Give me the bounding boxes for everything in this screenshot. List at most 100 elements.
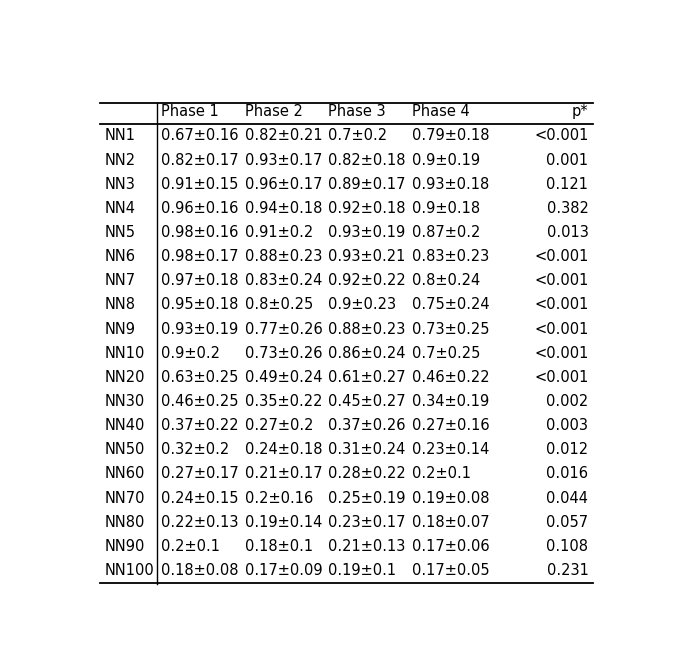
Text: NN2: NN2: [104, 153, 135, 168]
Text: 0.013: 0.013: [547, 225, 589, 240]
Text: NN100: NN100: [104, 563, 154, 578]
Text: 0.93±0.17: 0.93±0.17: [245, 153, 322, 168]
Text: 0.21±0.13: 0.21±0.13: [329, 539, 406, 554]
Text: 0.87±0.2: 0.87±0.2: [412, 225, 481, 240]
Text: 0.73±0.26: 0.73±0.26: [245, 346, 322, 360]
Text: NN70: NN70: [104, 490, 145, 506]
Text: 0.49±0.24: 0.49±0.24: [245, 370, 322, 385]
Text: 0.9±0.19: 0.9±0.19: [412, 153, 481, 168]
Text: NN90: NN90: [104, 539, 145, 554]
Text: <0.001: <0.001: [534, 370, 589, 385]
Text: 0.82±0.18: 0.82±0.18: [329, 153, 406, 168]
Text: 0.61±0.27: 0.61±0.27: [329, 370, 406, 385]
Text: 0.94±0.18: 0.94±0.18: [245, 201, 322, 216]
Text: 0.2±0.1: 0.2±0.1: [161, 539, 220, 554]
Text: <0.001: <0.001: [534, 322, 589, 336]
Text: 0.77±0.26: 0.77±0.26: [245, 322, 322, 336]
Text: 0.34±0.19: 0.34±0.19: [412, 394, 489, 409]
Text: 0.18±0.07: 0.18±0.07: [412, 515, 490, 530]
Text: 0.016: 0.016: [546, 466, 589, 481]
Text: 0.9±0.23: 0.9±0.23: [329, 297, 397, 312]
Text: 0.86±0.24: 0.86±0.24: [329, 346, 406, 360]
Text: 0.27±0.16: 0.27±0.16: [412, 418, 490, 433]
Text: 0.46±0.25: 0.46±0.25: [161, 394, 239, 409]
Text: 0.45±0.27: 0.45±0.27: [329, 394, 406, 409]
Text: 0.012: 0.012: [546, 442, 589, 457]
Text: NN50: NN50: [104, 442, 145, 457]
Text: 0.108: 0.108: [546, 539, 589, 554]
Text: 0.92±0.22: 0.92±0.22: [329, 273, 406, 288]
Text: 0.93±0.18: 0.93±0.18: [412, 177, 489, 192]
Text: 0.93±0.19: 0.93±0.19: [329, 225, 406, 240]
Text: 0.18±0.08: 0.18±0.08: [161, 563, 239, 578]
Text: Phase 1: Phase 1: [161, 105, 219, 119]
Text: 0.7±0.25: 0.7±0.25: [412, 346, 481, 360]
Text: <0.001: <0.001: [534, 273, 589, 288]
Text: Phase 4: Phase 4: [412, 105, 470, 119]
Text: 0.31±0.24: 0.31±0.24: [329, 442, 406, 457]
Text: 0.92±0.18: 0.92±0.18: [329, 201, 406, 216]
Text: 0.35±0.22: 0.35±0.22: [245, 394, 322, 409]
Text: 0.98±0.16: 0.98±0.16: [161, 225, 239, 240]
Text: 0.89±0.17: 0.89±0.17: [329, 177, 406, 192]
Text: NN3: NN3: [104, 177, 135, 192]
Text: 0.044: 0.044: [546, 490, 589, 506]
Text: 0.32±0.2: 0.32±0.2: [161, 442, 229, 457]
Text: 0.21±0.17: 0.21±0.17: [245, 466, 322, 481]
Text: p*: p*: [572, 105, 589, 119]
Text: 0.83±0.24: 0.83±0.24: [245, 273, 322, 288]
Text: 0.93±0.19: 0.93±0.19: [161, 322, 239, 336]
Text: 0.7±0.2: 0.7±0.2: [329, 129, 387, 143]
Text: 0.67±0.16: 0.67±0.16: [161, 129, 239, 143]
Text: 0.001: 0.001: [546, 153, 589, 168]
Text: 0.27±0.2: 0.27±0.2: [245, 418, 313, 433]
Text: 0.2±0.16: 0.2±0.16: [245, 490, 313, 506]
Text: 0.23±0.14: 0.23±0.14: [412, 442, 489, 457]
Text: 0.18±0.1: 0.18±0.1: [245, 539, 313, 554]
Text: 0.057: 0.057: [546, 515, 589, 530]
Text: 0.231: 0.231: [547, 563, 589, 578]
Text: 0.8±0.25: 0.8±0.25: [245, 297, 313, 312]
Text: 0.75±0.24: 0.75±0.24: [412, 297, 490, 312]
Text: 0.95±0.18: 0.95±0.18: [161, 297, 239, 312]
Text: 0.37±0.22: 0.37±0.22: [161, 418, 239, 433]
Text: 0.28±0.22: 0.28±0.22: [329, 466, 406, 481]
Text: NN5: NN5: [104, 225, 135, 240]
Text: NN1: NN1: [104, 129, 135, 143]
Text: NN4: NN4: [104, 201, 135, 216]
Text: 0.25±0.19: 0.25±0.19: [329, 490, 406, 506]
Text: <0.001: <0.001: [534, 346, 589, 360]
Text: 0.19±0.1: 0.19±0.1: [329, 563, 397, 578]
Text: 0.003: 0.003: [546, 418, 589, 433]
Text: 0.24±0.18: 0.24±0.18: [245, 442, 322, 457]
Text: 0.82±0.21: 0.82±0.21: [245, 129, 322, 143]
Text: NN6: NN6: [104, 249, 135, 264]
Text: 0.27±0.17: 0.27±0.17: [161, 466, 239, 481]
Text: 0.91±0.15: 0.91±0.15: [161, 177, 239, 192]
Text: 0.82±0.17: 0.82±0.17: [161, 153, 239, 168]
Text: 0.19±0.08: 0.19±0.08: [412, 490, 489, 506]
Text: 0.23±0.17: 0.23±0.17: [329, 515, 406, 530]
Text: <0.001: <0.001: [534, 129, 589, 143]
Text: 0.93±0.21: 0.93±0.21: [329, 249, 406, 264]
Text: NN8: NN8: [104, 297, 135, 312]
Text: NN80: NN80: [104, 515, 145, 530]
Text: NN40: NN40: [104, 418, 145, 433]
Text: 0.121: 0.121: [546, 177, 589, 192]
Text: 0.19±0.14: 0.19±0.14: [245, 515, 322, 530]
Text: 0.97±0.18: 0.97±0.18: [161, 273, 239, 288]
Text: <0.001: <0.001: [534, 249, 589, 264]
Text: 0.2±0.1: 0.2±0.1: [412, 466, 471, 481]
Text: 0.17±0.06: 0.17±0.06: [412, 539, 490, 554]
Text: NN60: NN60: [104, 466, 145, 481]
Text: 0.002: 0.002: [546, 394, 589, 409]
Text: 0.9±0.18: 0.9±0.18: [412, 201, 481, 216]
Text: 0.9±0.2: 0.9±0.2: [161, 346, 220, 360]
Text: 0.37±0.26: 0.37±0.26: [329, 418, 406, 433]
Text: 0.83±0.23: 0.83±0.23: [412, 249, 489, 264]
Text: NN10: NN10: [104, 346, 145, 360]
Text: 0.88±0.23: 0.88±0.23: [329, 322, 406, 336]
Text: NN30: NN30: [104, 394, 145, 409]
Text: 0.17±0.05: 0.17±0.05: [412, 563, 490, 578]
Text: 0.63±0.25: 0.63±0.25: [161, 370, 239, 385]
